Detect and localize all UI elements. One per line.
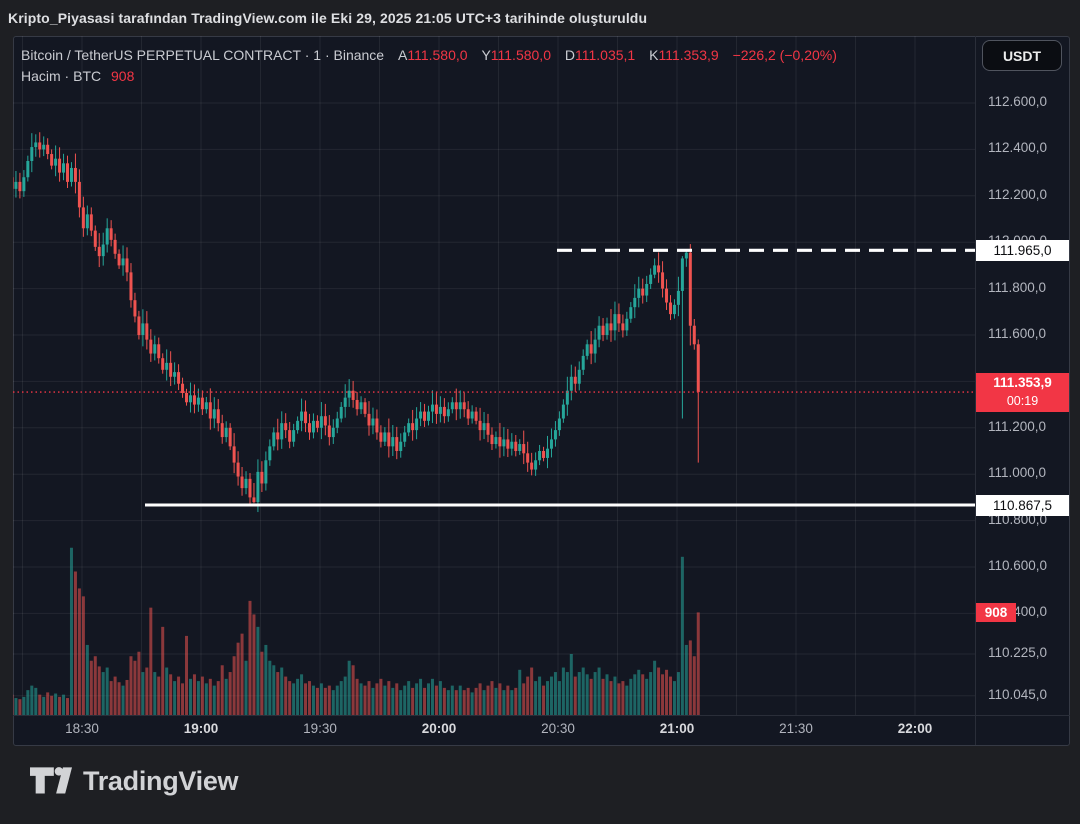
- time-tick-label: 21:30: [779, 721, 813, 736]
- change-value: −226,2 (−0,20%): [732, 47, 837, 63]
- time-tick-label: 18:30: [65, 721, 99, 736]
- high-label: Y: [481, 47, 491, 63]
- chart-canvas[interactable]: [13, 36, 1070, 745]
- price-tick-label: 111.800,0: [988, 279, 1047, 295]
- last-price-badge: 111.353,9 00:19: [976, 373, 1069, 412]
- close-label: K: [649, 47, 659, 63]
- tradingview-logo-icon: [30, 763, 72, 799]
- price-tick-label: 110.225,0: [988, 645, 1048, 660]
- low-label: D: [564, 47, 576, 63]
- last-price-value: 111.353,9: [993, 375, 1052, 390]
- tradingview-logo-text: TradingView: [83, 765, 239, 796]
- time-tick-label: 20:30: [541, 721, 575, 736]
- high-value: 111.580,0: [490, 47, 551, 63]
- time-tick-label: 21:00: [659, 721, 695, 736]
- time-axis[interactable]: 18:30 19:00 19:30 20:00 20:30 21:00 21:30 22:00: [13, 716, 975, 745]
- close-value: 111.353,9: [658, 47, 719, 63]
- attribution-text: Kripto_Piyasasi tarafından TradingView.c…: [8, 10, 648, 26]
- volume-indicator-value: 908: [111, 68, 135, 84]
- open-label: A: [397, 47, 408, 63]
- price-tick-label: 110.600,0: [988, 558, 1048, 573]
- volume-indicator-label[interactable]: Hacim · BTC: [21, 68, 102, 84]
- time-tick-label: 20:00: [421, 721, 457, 736]
- open-value: 111.580,0: [407, 47, 468, 63]
- chart-panel: [13, 36, 1070, 746]
- low-value: 111.035,1: [575, 47, 636, 63]
- price-tick-label: 112.200,0: [988, 186, 1048, 202]
- legend-line-1: Bitcoin / TetherUS PERPETUAL CONTRACT · …: [21, 45, 837, 65]
- time-tick-label: 19:30: [303, 721, 337, 736]
- price-tick-label: 110.045,0: [988, 686, 1048, 702]
- tradingview-logo[interactable]: TradingView: [30, 763, 239, 799]
- price-tick-label: 112.600,0: [988, 94, 1048, 109]
- price-tick-label: 111.000,0: [988, 465, 1047, 481]
- time-tick-label: 19:00: [183, 721, 219, 736]
- symbol-legend: Bitcoin / TetherUS PERPETUAL CONTRACT · …: [21, 45, 837, 86]
- time-tick-label: 22:00: [897, 721, 933, 736]
- bar-countdown: 00:19: [1006, 394, 1039, 408]
- legend-line-2: Hacim · BTC 908: [21, 66, 837, 86]
- price-tick-label: 111.200,0: [988, 418, 1047, 434]
- volume-value-badge: 908: [976, 603, 1016, 622]
- resistance-level-badge: 111.965,0: [976, 240, 1069, 261]
- support-level-badge: 110.867,5: [976, 495, 1069, 516]
- price-tick-label: 112.400,0: [988, 140, 1048, 156]
- currency-toggle-button[interactable]: USDT: [982, 40, 1062, 71]
- symbol-description[interactable]: Bitcoin / TetherUS PERPETUAL CONTRACT · …: [21, 47, 385, 63]
- price-axis[interactable]: 112.600,0112.400,0112.200,0112.000,0111.…: [976, 0, 1080, 824]
- price-tick-label: 111.600,0: [988, 326, 1047, 341]
